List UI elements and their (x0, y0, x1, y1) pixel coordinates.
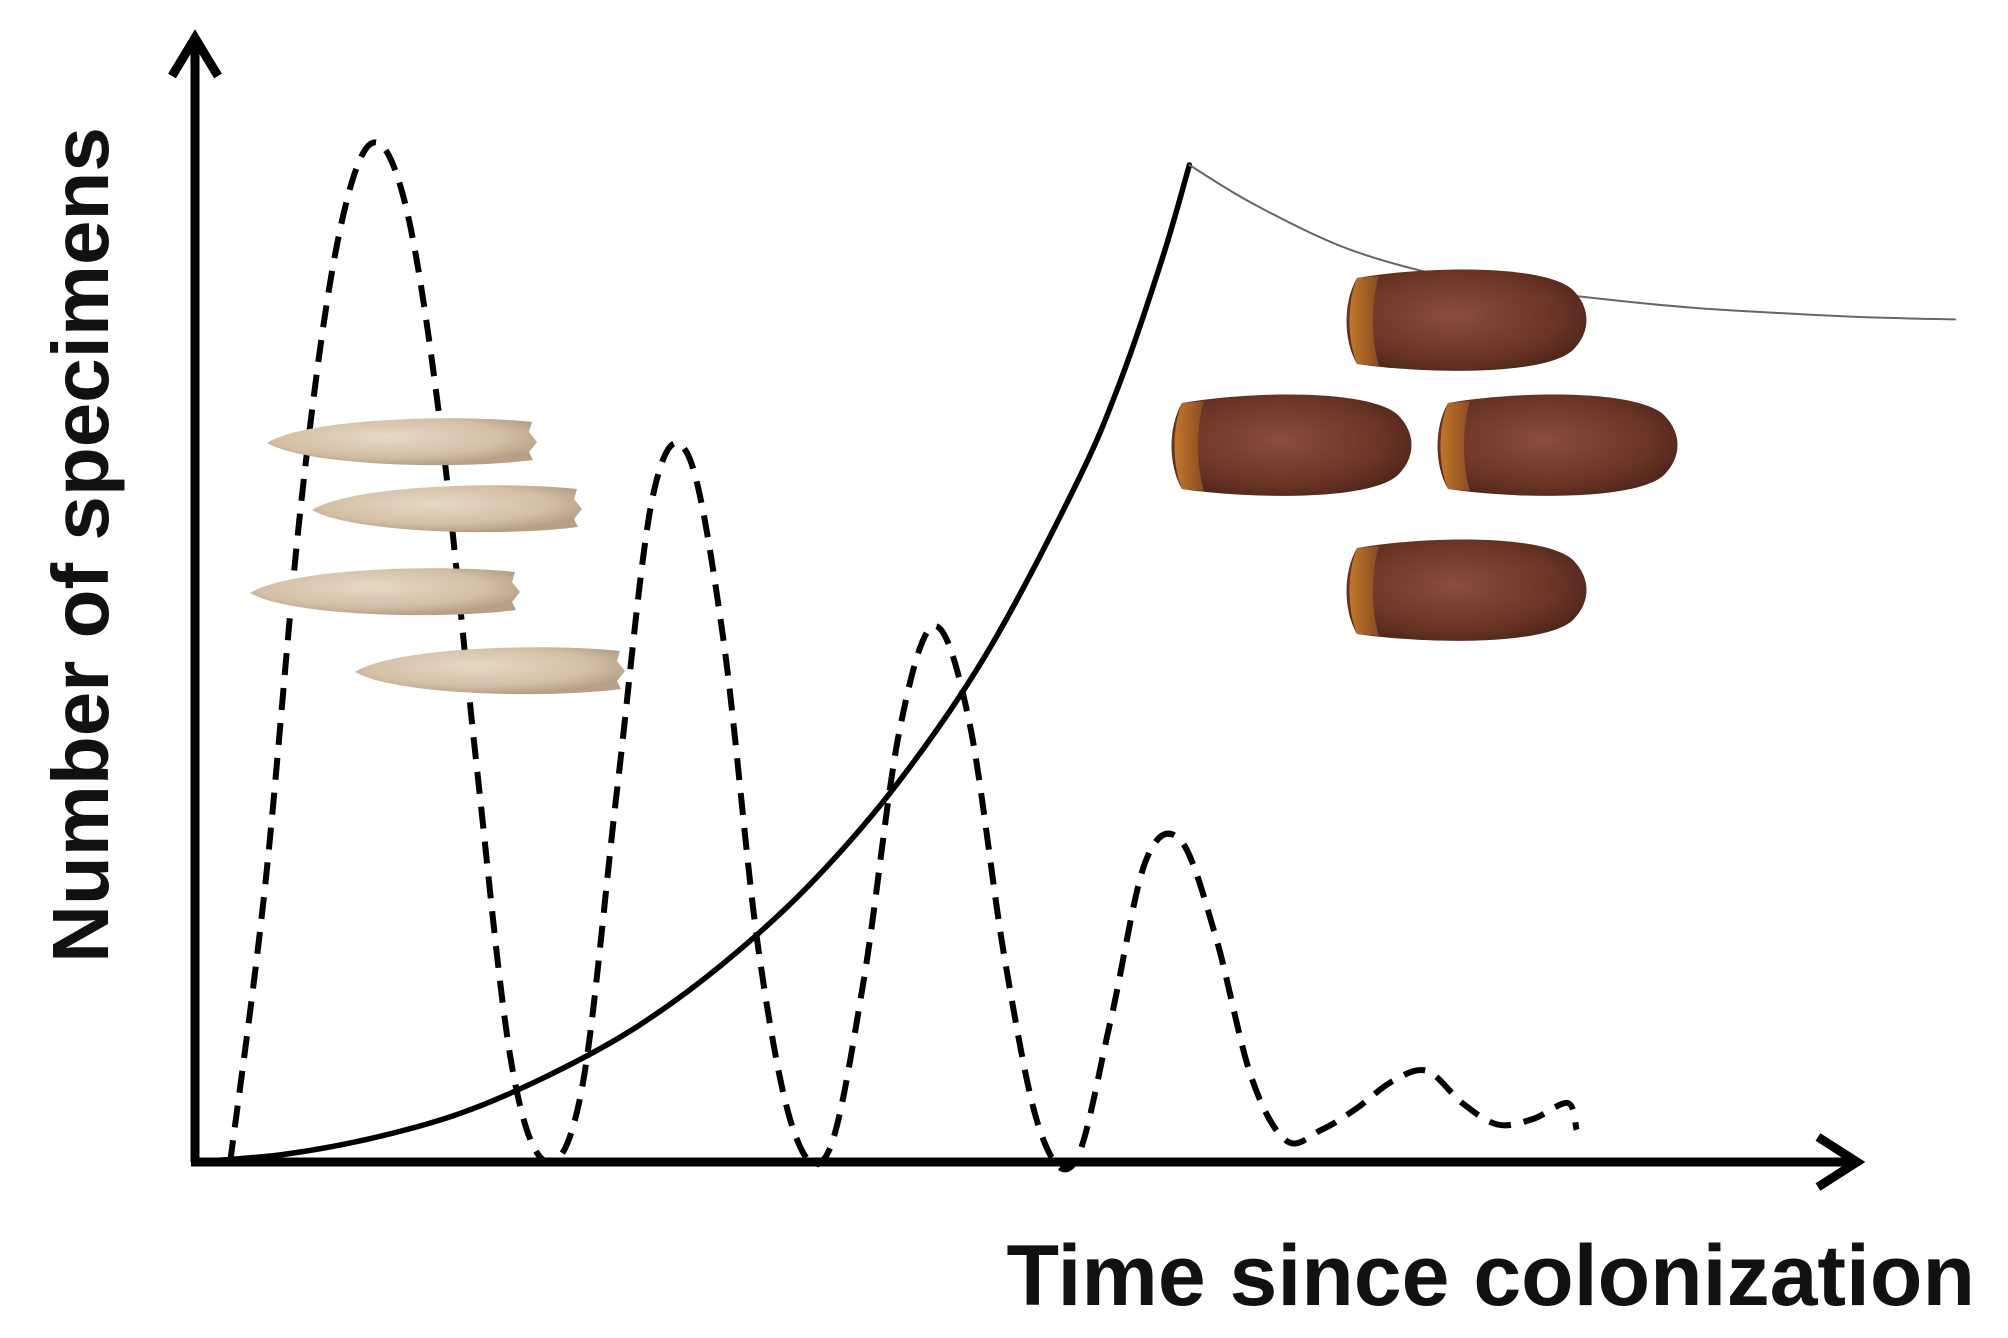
larva-icon (355, 647, 625, 695)
pupa-icon (1346, 539, 1587, 641)
x-axis-arrowhead (1815, 1133, 1866, 1191)
series-line-thick (192, 162, 1193, 1165)
pupa-icon (1437, 394, 1678, 496)
pupae-illustration (1171, 269, 1678, 641)
larvae-illustration (250, 418, 625, 695)
larva-icon (312, 485, 582, 533)
y-axis-arrowhead (168, 29, 222, 79)
larva-icon (250, 568, 520, 616)
x-axis-title: Time since colonization (1006, 1228, 1975, 1324)
larva-icon (267, 418, 537, 466)
pupa-icon (1346, 269, 1587, 371)
y-axis-title: Number of specimens (36, 127, 125, 963)
axes (168, 29, 1866, 1191)
pupa-icon (1171, 394, 1412, 496)
series-line-dashed (227, 139, 1580, 1173)
